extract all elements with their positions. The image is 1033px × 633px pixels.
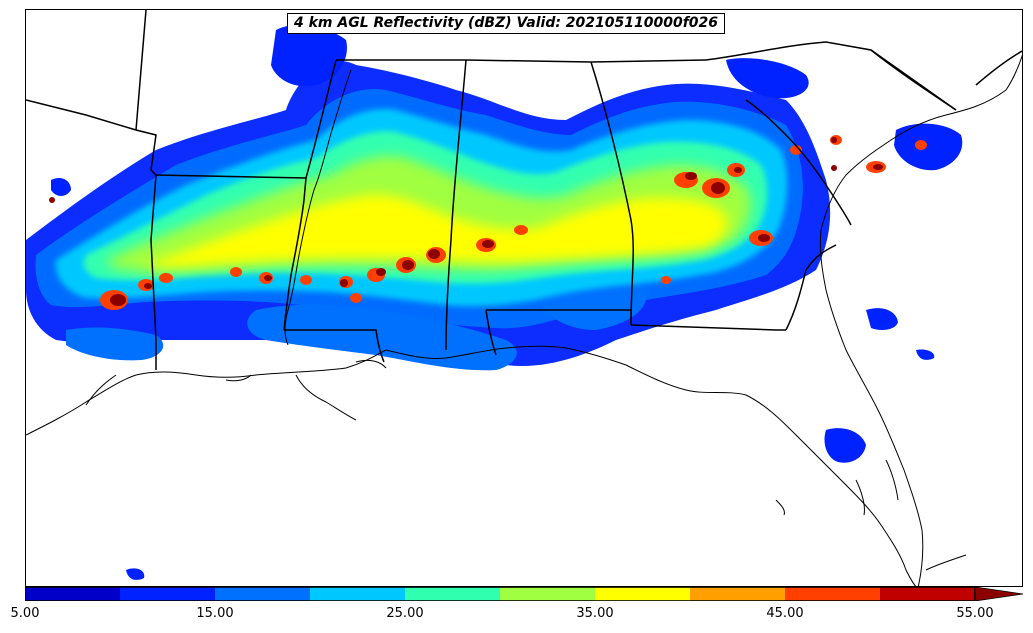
colorbar-segment xyxy=(120,587,216,601)
colorbar-tick-label: 35.00 xyxy=(576,606,614,621)
colorbar-segment xyxy=(405,587,501,601)
colorbar-segment xyxy=(880,587,976,601)
map-frame xyxy=(25,9,1023,587)
colorbar-segment xyxy=(215,587,311,601)
colorbar-segment xyxy=(25,587,121,601)
colorbar-segment xyxy=(595,587,691,601)
colorbar-segment xyxy=(785,587,881,601)
river-line xyxy=(284,69,352,346)
colorbar-segment xyxy=(500,587,596,601)
colorbar-tick-label: 15.00 xyxy=(196,606,234,621)
colorbar-segment xyxy=(690,587,786,601)
reflectivity-extreme xyxy=(49,137,883,306)
colorbar-tick-label: 25.00 xyxy=(386,606,424,621)
colorbar-extend-arrow xyxy=(974,587,1023,601)
state-lines xyxy=(26,10,1022,370)
reflectivity-map xyxy=(26,10,1022,586)
colorbar xyxy=(25,587,1023,601)
colorbar-tick-label: 55.00 xyxy=(956,606,994,621)
colorbar-outline xyxy=(25,587,975,601)
coastline xyxy=(26,54,1022,586)
colorbar-segment xyxy=(310,587,406,601)
colorbar-tick-label: 5.00 xyxy=(10,606,40,621)
reflectivity-field xyxy=(26,24,963,580)
colorbar-tick-label: 45.00 xyxy=(766,606,804,621)
map-title: 4 km AGL Reflectivity (dBZ) Valid: 20210… xyxy=(287,13,726,34)
reflectivity-higher xyxy=(145,194,728,268)
